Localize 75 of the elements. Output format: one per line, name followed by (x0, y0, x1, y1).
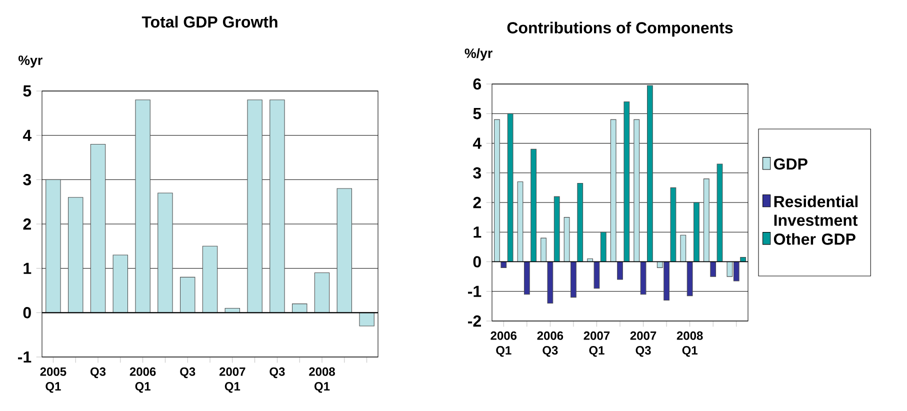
y-tick-label: 2 (23, 218, 31, 230)
y-tick-label: -1 (18, 352, 32, 363)
bar (90, 144, 106, 313)
bar (624, 102, 630, 262)
bar (647, 85, 653, 262)
chart-title: Contributions of Components (507, 22, 733, 37)
legend-label: Residential Investment (774, 196, 858, 226)
bar (634, 119, 640, 262)
y-tick-label: -1 (468, 286, 482, 297)
x-tick-label: 2008 Q1 (309, 367, 335, 393)
x-tick-label: 2007 Q1 (584, 331, 610, 357)
bar (336, 188, 352, 313)
bar (686, 261, 693, 296)
x-tick-label: Q3 (90, 367, 106, 378)
bar (680, 234, 686, 262)
bar (359, 312, 374, 326)
y-tick-label: 4 (22, 130, 32, 141)
y-tick-label: 3 (473, 167, 482, 179)
bar (202, 246, 218, 313)
y-tick-label: 2 (473, 196, 481, 208)
bar (68, 197, 84, 313)
bar (247, 100, 262, 313)
bar (594, 261, 600, 289)
bar (703, 178, 710, 262)
y-axis-title: %yr (18, 56, 42, 68)
x-tick-label: 2007 Q3 (630, 331, 656, 357)
x-tick-label: 2007 Q1 (219, 367, 246, 393)
bar (46, 179, 61, 313)
bar (530, 148, 537, 262)
y-tick-label: 5 (23, 85, 32, 97)
bar (507, 113, 514, 262)
x-tick-label: 2008 Q1 (676, 331, 703, 357)
bar (610, 119, 616, 262)
bar (270, 100, 285, 313)
bar (547, 261, 554, 304)
bar (570, 261, 576, 298)
bar (292, 304, 308, 313)
y-tick-label: 5 (473, 108, 482, 120)
x-tick-label: 2006 Q1 (490, 331, 517, 357)
bar (600, 232, 606, 262)
y-tick-label: 1 (474, 226, 482, 238)
bar (670, 187, 676, 262)
bar (564, 217, 570, 262)
x-tick-label: 2005 Q1 (40, 367, 66, 393)
bar (554, 196, 560, 262)
bar (577, 182, 584, 262)
y-axis-title: %/yr (464, 48, 492, 61)
legend-label: Other GDP (774, 233, 856, 245)
x-tick-label: 2006 Q1 (130, 367, 156, 393)
bar (180, 276, 196, 313)
x-tick-label: Q3 (180, 367, 196, 378)
bar (158, 192, 173, 313)
y-tick-label: 1 (24, 262, 32, 274)
y-tick-label: 6 (473, 78, 482, 90)
bar (694, 202, 700, 262)
bar (314, 272, 330, 313)
bar (517, 181, 524, 262)
bar (524, 261, 530, 295)
x-tick-label: 2006 Q3 (537, 331, 564, 357)
bar (640, 261, 646, 295)
bar (494, 119, 500, 262)
y-tick-label: 0 (473, 256, 481, 268)
chart-title: Total GDP Growth (142, 16, 278, 28)
legend-label: GDP (774, 158, 808, 170)
bar (112, 254, 128, 313)
x-tick-label: Q3 (270, 367, 285, 378)
bar (716, 164, 723, 262)
bar (617, 261, 623, 280)
y-tick-label: 3 (23, 174, 32, 186)
bar (135, 100, 150, 313)
y-tick-label: 4 (472, 138, 482, 149)
y-tick-label: -2 (468, 315, 481, 327)
bar (540, 238, 546, 262)
bar (710, 261, 716, 277)
y-tick-label: 0 (23, 307, 31, 318)
